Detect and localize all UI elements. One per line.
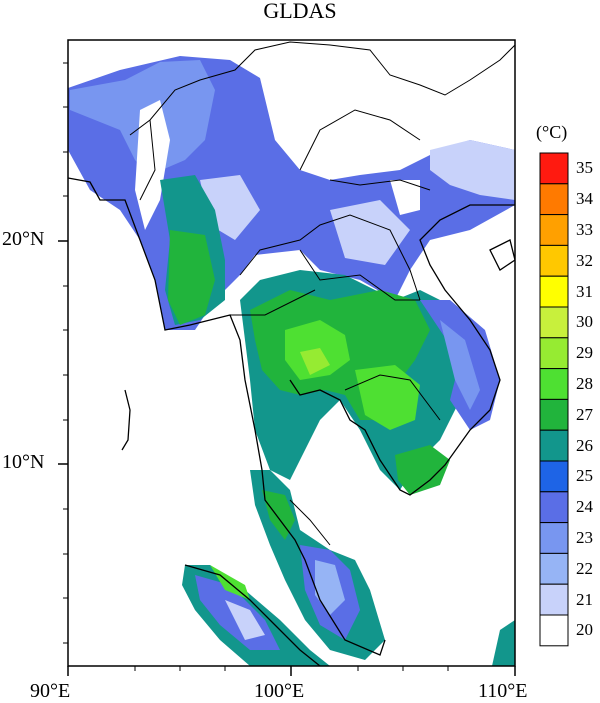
field-yellowgreen [300, 348, 330, 375]
colorbar-swatch [539, 552, 569, 585]
field-green-myanmar [168, 230, 215, 325]
colorbar-level-label: 28 [576, 374, 593, 393]
field-white-3 [330, 200, 410, 265]
colorbar-level-label: 29 [576, 343, 593, 363]
colorbar [539, 152, 569, 647]
colorbar-level-label: 27 [576, 404, 593, 424]
colorbar-level-label: 24 [576, 497, 593, 517]
colorbar-swatch [539, 460, 569, 493]
colorbar-level-label: 22 [576, 558, 593, 578]
colorbar-unit: (°C) [536, 122, 568, 142]
field-peninsula-green [262, 490, 295, 540]
field-borneo [492, 620, 515, 666]
minor-ticks [63, 62, 449, 671]
colorbar-swatch [539, 429, 569, 462]
field-white-ne [430, 140, 515, 200]
x-tick-label-100e: 100°E [254, 680, 305, 702]
x-tick-label-90e: 90°E [30, 680, 71, 702]
tick-marks [58, 240, 516, 676]
temperature-field [68, 41, 515, 666]
colorbar-level-label: 31 [576, 281, 593, 301]
field-white-4 [390, 180, 420, 215]
colorbar-level-label: 25 [576, 466, 593, 486]
colorbar-swatch [539, 368, 569, 400]
colorbar-level-label: 34 [576, 189, 593, 209]
colorbar-level-label: 26 [576, 435, 593, 455]
colorbar-level-label: 20 [576, 620, 593, 640]
colorbar-level-label: 21 [576, 589, 593, 609]
x-tick-label-110e: 110°E [478, 680, 528, 702]
colorbar-level-label: 30 [576, 312, 593, 332]
y-tick-label-10n: 10°N [2, 451, 45, 473]
colorbar-swatch [539, 337, 569, 370]
colorbar-swatch [539, 583, 569, 616]
colorbar-swatch [539, 152, 569, 185]
colorbar-swatch [539, 214, 569, 246]
y-tick-label-20n: 20°N [2, 228, 45, 250]
colorbar-swatch [539, 491, 569, 524]
borders [129, 41, 515, 546]
colorbar-level-label: 23 [576, 528, 593, 547]
map-title: GLDAS [263, 0, 337, 23]
coastlines [68, 177, 515, 666]
colorbar-swatch [539, 306, 569, 339]
field-lightblue-vietnam [440, 320, 480, 410]
field-white-1 [135, 100, 170, 230]
colorbar-level-label: 35 [576, 158, 593, 178]
colorbar-level-label: 33 [576, 220, 593, 239]
colorbar-swatch [539, 522, 569, 554]
colorbar-swatch [539, 398, 569, 431]
colorbar-swatch [539, 614, 569, 647]
colorbar-swatch [539, 244, 569, 277]
colorbar-swatch [539, 275, 569, 308]
field-mekong-delta [395, 445, 450, 495]
colorbar-level-label: 32 [576, 250, 593, 270]
field-peninsula-light [315, 560, 345, 615]
field-brightgreen-2 [355, 365, 420, 430]
field-sumatra-white [225, 600, 265, 640]
colorbar-swatch [539, 183, 569, 216]
